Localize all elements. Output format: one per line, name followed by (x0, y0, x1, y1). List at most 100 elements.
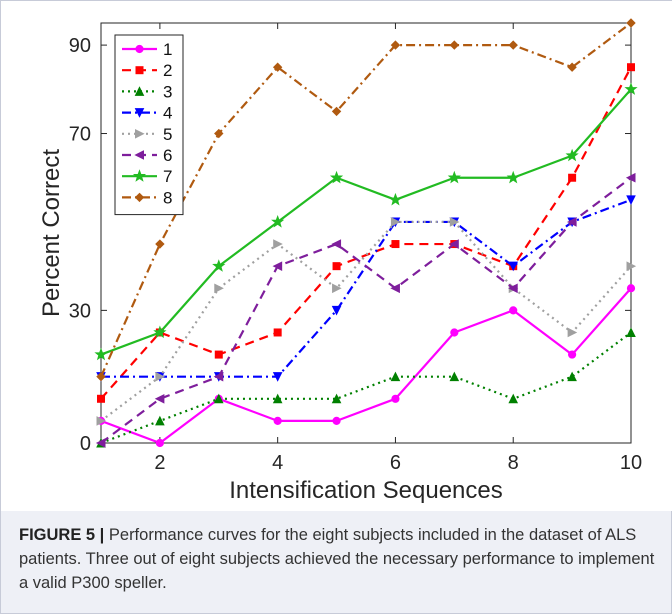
x-tick-label: 6 (390, 452, 401, 474)
x-tick-label: 4 (272, 452, 283, 474)
series-7 (94, 82, 638, 361)
legend-label: 5 (163, 125, 172, 144)
data-point-5 (96, 416, 107, 426)
legend: 1 2 3 4 5 6 7 8 (114, 34, 184, 216)
data-point-5 (273, 239, 283, 249)
data-point-1 (273, 416, 282, 425)
data-point-7 (329, 170, 344, 184)
series-line-6 (100, 176, 632, 444)
data-point-1 (626, 284, 636, 293)
data-point-1 (450, 328, 459, 337)
data-point-1 (509, 306, 518, 315)
data-point-3 (331, 393, 342, 404)
y-tick-label: 0 (80, 433, 91, 455)
data-point-2 (273, 328, 282, 337)
data-point-8 (331, 106, 342, 117)
data-point-8 (272, 62, 283, 72)
data-point-8 (508, 40, 518, 50)
series-line-2 (100, 66, 632, 400)
data-point-1 (391, 394, 400, 403)
data-point-8 (96, 371, 106, 382)
data-point-7 (506, 170, 520, 184)
legend-marker-7 (132, 169, 147, 182)
data-point-8 (390, 40, 401, 50)
data-point-5 (449, 217, 460, 227)
data-point-8 (155, 239, 165, 249)
data-point-8 (214, 128, 224, 139)
data-point-3 (508, 393, 519, 404)
data-point-6 (95, 438, 106, 448)
data-point-5 (390, 217, 401, 227)
legend-marker-6 (134, 150, 144, 160)
data-point-3 (213, 393, 224, 404)
figure-caption: FIGURE 5 | Performance curves for the ei… (19, 523, 655, 595)
data-point-6 (390, 283, 400, 294)
data-point-1 (332, 416, 341, 425)
y-tick-label: 30 (69, 300, 91, 322)
data-point-6 (566, 217, 577, 227)
plot-frame (100, 22, 632, 444)
legend-label: 6 (163, 146, 172, 165)
data-point-7 (624, 82, 638, 95)
legend-marker-8 (134, 192, 145, 203)
data-point-5 (214, 283, 224, 294)
chart-area: 2 4 6 8 10 0 30 70 90 Intensification Sequences Pe… (1, 1, 672, 511)
data-point-6 (449, 239, 459, 249)
legend-marker-3 (134, 86, 145, 96)
data-point-6 (213, 371, 224, 382)
legend-label: 2 (163, 61, 172, 80)
data-point-4 (508, 261, 519, 272)
data-point-7 (212, 259, 226, 272)
legend-label: 4 (163, 104, 172, 123)
data-point-7 (447, 170, 461, 184)
x-tick-label: 10 (620, 452, 642, 474)
series-line-1 (100, 287, 632, 445)
data-point-5 (567, 327, 578, 338)
figure-caption-text: Performance curves for the eight subject… (19, 526, 655, 592)
data-point-1 (155, 438, 164, 448)
legend-marker-4 (134, 108, 145, 118)
series-line-5 (100, 220, 632, 422)
data-point-1 (568, 350, 577, 359)
data-point-3 (155, 415, 165, 426)
data-point-3 (272, 393, 283, 404)
x-axis-title: Intensification Sequences (229, 477, 503, 504)
data-point-6 (154, 393, 165, 404)
data-point-2 (97, 394, 105, 403)
data-point-2 (627, 63, 635, 72)
data-point-2 (568, 173, 577, 182)
data-point-4 (331, 305, 342, 316)
data-point-6 (508, 283, 518, 294)
x-tick-label: 2 (154, 452, 165, 474)
data-point-4 (626, 195, 636, 205)
data-point-2 (332, 262, 341, 271)
x-tick-label: 8 (508, 452, 519, 474)
data-point-6 (331, 239, 342, 249)
legend-marker-5 (135, 128, 145, 139)
series-line-8 (99, 22, 632, 378)
data-point-5 (626, 261, 637, 271)
series-5 (96, 217, 637, 426)
y-tick-label: 90 (69, 35, 91, 57)
data-point-8 (567, 62, 577, 72)
series-6 (95, 172, 636, 448)
data-point-8 (449, 40, 460, 50)
data-point-5 (332, 283, 342, 294)
data-point-5 (155, 371, 166, 382)
data-point-7 (271, 215, 285, 228)
y-tick-label: 70 (69, 124, 91, 146)
y-axis-title: Percent Correct (38, 149, 65, 317)
legend-label: 7 (163, 167, 172, 186)
data-point-6 (625, 172, 636, 183)
legend-marker-2 (135, 66, 144, 75)
data-point-6 (272, 261, 283, 271)
data-point-4 (272, 372, 283, 382)
data-point-7 (94, 347, 108, 361)
series-8 (96, 18, 636, 382)
figure-label: FIGURE 5 | (19, 526, 105, 544)
data-point-3 (390, 371, 401, 382)
legend-marker-1 (135, 44, 144, 54)
data-point-3 (626, 327, 636, 337)
data-point-3 (449, 371, 460, 382)
data-point-2 (214, 350, 223, 359)
